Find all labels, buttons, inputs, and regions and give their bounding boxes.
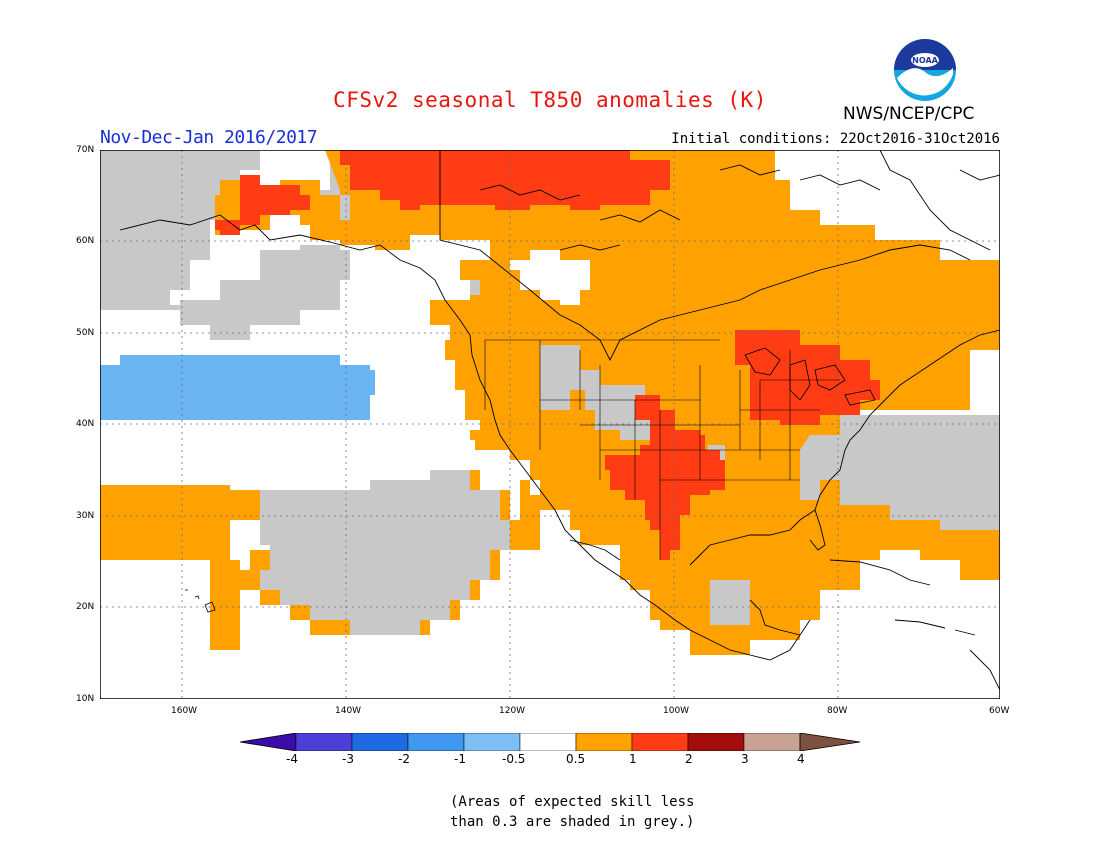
below-normal-region-top: [120, 355, 340, 367]
below-normal-region-east: [340, 370, 375, 395]
forecast-period: Nov-Dec-Jan 2016/2017: [100, 127, 318, 148]
colorbar-label: 2: [685, 752, 693, 766]
lat-label: 40N: [76, 419, 95, 429]
anomaly-1-2-regions: [215, 150, 880, 560]
great-lakes: [744, 347, 876, 406]
footnote-line: than 0.3 are shaded in grey.): [450, 814, 695, 830]
graticule: [100, 150, 1000, 699]
lat-label: 30N: [76, 511, 95, 521]
agency-label: NWS/NCEP/CPC: [843, 104, 975, 124]
colorbar-swatch: [407, 733, 465, 751]
colorbar-swatch: [687, 733, 745, 751]
map-title: CFSv2 seasonal T850 anomalies (K): [333, 88, 767, 112]
state-borders: [484, 339, 840, 560]
svg-text:NOAA: NOAA: [912, 56, 938, 65]
colorbar-swatch: [463, 733, 521, 751]
lon-label: 120W: [499, 706, 526, 716]
lat-label: 50N: [76, 328, 95, 338]
initial-conditions: Initial conditions: 22Oct2016-31Oct2016: [671, 131, 1000, 147]
footnote-line: (Areas of expected skill less: [450, 794, 695, 810]
colorbar-label: -0.5: [502, 752, 526, 766]
lon-label: 100W: [663, 706, 690, 716]
colorbar-swatch: [351, 733, 409, 751]
colorbar-label: -3: [342, 752, 354, 766]
colorbar-label: 1: [629, 752, 637, 766]
lon-label: 140W: [335, 706, 362, 716]
lon-label: 80W: [827, 706, 848, 716]
lon-label: 60W: [989, 706, 1010, 716]
lat-label: 60N: [76, 236, 95, 246]
colorbar-label: -4: [286, 752, 298, 766]
noaa-logo: NOAA: [894, 39, 956, 101]
low-skill-regions-top: [260, 280, 1000, 635]
colorbar-arrow-high: [799, 733, 860, 751]
color-legend: [240, 733, 860, 751]
colorbar-swatch: [575, 733, 633, 751]
lat-label: 20N: [76, 602, 95, 612]
colorbar-swatch: [631, 733, 689, 751]
colorbar-label: 0.5: [566, 752, 586, 766]
below-normal-region: [100, 365, 370, 420]
hawaii: [185, 589, 216, 613]
lat-label: 70N: [76, 145, 95, 155]
colorbar-label: 3: [741, 752, 749, 766]
colorbar-label: -2: [398, 752, 410, 766]
forecast-map: [100, 150, 1000, 699]
coastlines: [119, 150, 1000, 691]
colorbar-label: 4: [797, 752, 805, 766]
lat-label: 10N: [76, 694, 95, 704]
lon-label: 160W: [171, 706, 198, 716]
colorbar-swatch: [743, 733, 801, 751]
colorbar-label: -1: [454, 752, 466, 766]
colorbar-arrow-low: [240, 733, 297, 751]
colorbar-swatch: [295, 733, 353, 751]
colorbar-swatch: [519, 733, 577, 751]
skill-footnote: (Areas of expected skill less than 0.3 a…: [450, 792, 740, 832]
